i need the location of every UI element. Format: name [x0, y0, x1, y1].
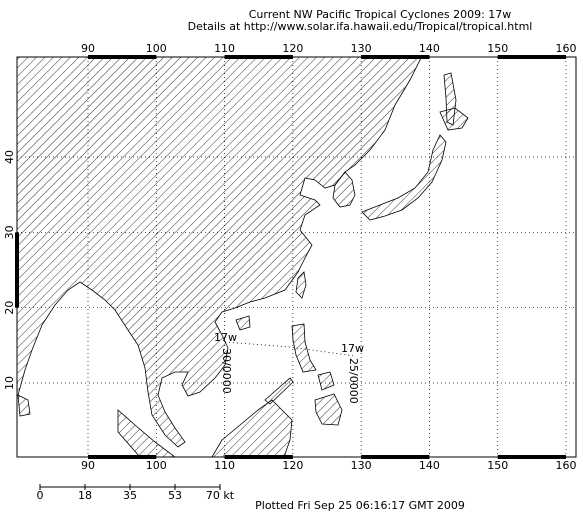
- lon-tick-label: 130: [351, 42, 372, 55]
- mindanao: [314, 393, 343, 426]
- storm-label: 25/0000: [347, 358, 360, 404]
- taiwan: [295, 271, 307, 299]
- sri-lanka: [17, 394, 31, 417]
- lon-tick-label: 120: [282, 459, 303, 472]
- footer: Plotted Fri Sep 25 06:16:17 GMT 2009: [255, 499, 465, 512]
- storm-label: 30/0000: [220, 348, 233, 394]
- storm-track: [224, 341, 356, 357]
- lon-tick-label: 120: [282, 42, 303, 55]
- hainan: [235, 315, 251, 331]
- scale-label: 53: [168, 489, 182, 502]
- lon-tick-label: 100: [146, 42, 167, 55]
- land: [17, 57, 469, 457]
- lon-tick-label: 100: [146, 459, 167, 472]
- lat-tick-label: 20: [3, 301, 16, 315]
- lat-tick-label: 30: [3, 225, 16, 239]
- palawan: [264, 377, 294, 405]
- scale-label: 70 kt: [206, 489, 235, 502]
- lon-tick-label: 90: [81, 459, 95, 472]
- mainland: [17, 57, 422, 448]
- storm-name: 17w: [341, 342, 364, 355]
- luzon: [291, 323, 317, 373]
- scale-label: 35: [123, 489, 137, 502]
- lon-tick-label: 130: [351, 459, 372, 472]
- lon-tick-label: 110: [214, 42, 235, 55]
- korea: [332, 171, 356, 208]
- scale-label: 18: [78, 489, 92, 502]
- visayas: [317, 371, 335, 391]
- subtitle: Details at http://www.solar.ifa.hawaii.e…: [188, 20, 533, 33]
- sakhalin: [443, 72, 457, 126]
- lon-tick-label: 110: [214, 459, 235, 472]
- honshu: [361, 134, 447, 221]
- lon-tick-label: 140: [419, 459, 440, 472]
- lon-tick-label: 160: [556, 42, 577, 55]
- sumatra: [117, 409, 176, 457]
- lon-tick-label: 160: [556, 459, 577, 472]
- scale-label: 0: [37, 489, 44, 502]
- title: Current NW Pacific Tropical Cyclones 200…: [249, 8, 512, 21]
- lon-tick-label: 150: [487, 459, 508, 472]
- lon-tick-label: 90: [81, 42, 95, 55]
- storm-name: 17w: [214, 331, 237, 344]
- lon-tick-label: 150: [487, 42, 508, 55]
- lat-tick-label: 40: [3, 150, 16, 164]
- borneo: [211, 399, 293, 457]
- lat-tick-label: 10: [3, 376, 16, 390]
- lon-tick-label: 140: [419, 42, 440, 55]
